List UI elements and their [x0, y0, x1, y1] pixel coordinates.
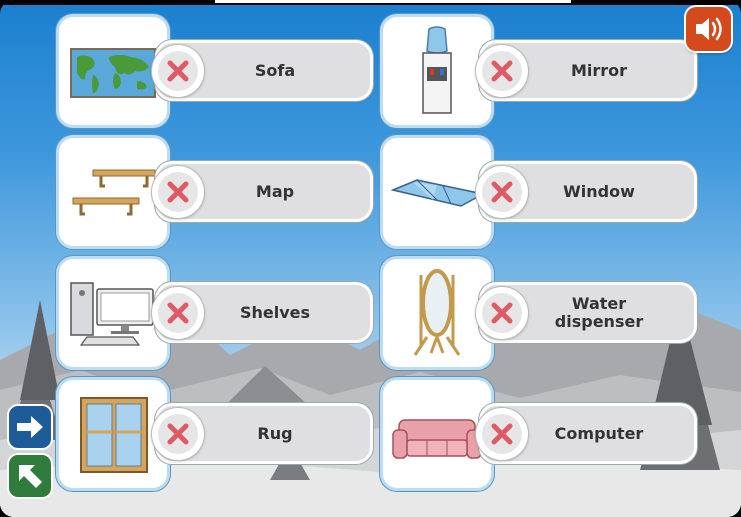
slot-label: Mirror [570, 60, 628, 80]
cross-icon [491, 60, 513, 82]
remove-button[interactable] [476, 287, 528, 339]
water-dispenser-icon [422, 26, 452, 114]
remove-button[interactable] [476, 45, 528, 97]
picture-card-computer[interactable] [59, 259, 167, 367]
slot-label: Sofa [254, 60, 296, 80]
exit-button[interactable] [9, 455, 51, 497]
remove-button[interactable] [152, 287, 204, 339]
cross-icon [167, 423, 189, 445]
picture-card-world-map[interactable] [59, 17, 167, 125]
sofa-icon [392, 419, 482, 459]
cross-icon [167, 181, 189, 203]
top-bar [0, 0, 741, 5]
speaker-icon [696, 17, 722, 41]
picture-card-sofa[interactable] [383, 380, 491, 488]
arrow-right-icon [17, 416, 43, 438]
cross-icon [491, 302, 513, 324]
rug-icon [390, 179, 486, 207]
remove-button[interactable] [152, 408, 204, 460]
picture-card-rug[interactable] [383, 138, 491, 246]
top-line [215, 0, 571, 3]
mirror-icon [413, 269, 461, 356]
slot-label: Rug [257, 423, 293, 443]
arrow-exit-icon [19, 465, 42, 488]
slot-label: Window [563, 181, 635, 201]
cross-icon [491, 423, 513, 445]
remove-button[interactable] [152, 45, 204, 97]
remove-button[interactable] [152, 166, 204, 218]
next-button[interactable] [9, 406, 51, 448]
picture-card-water-dispenser[interactable] [383, 17, 491, 125]
sound-button[interactable] [686, 7, 731, 51]
window-icon [80, 397, 148, 473]
cross-icon [491, 181, 513, 203]
shelves-icon [72, 169, 156, 216]
picture-card-shelves[interactable] [59, 138, 167, 246]
slot-label: Shelves [239, 302, 311, 322]
world-map-icon [70, 48, 156, 98]
slot-label: Computer [554, 423, 644, 443]
picture-card-window[interactable] [59, 380, 167, 488]
slot-label: Map [255, 181, 295, 201]
slot-label: Water dispenser [554, 293, 644, 331]
remove-button[interactable] [476, 166, 528, 218]
cross-icon [167, 302, 189, 324]
cross-icon [167, 60, 189, 82]
computer-icon [70, 282, 154, 346]
picture-card-mirror[interactable] [383, 259, 491, 367]
remove-button[interactable] [476, 408, 528, 460]
